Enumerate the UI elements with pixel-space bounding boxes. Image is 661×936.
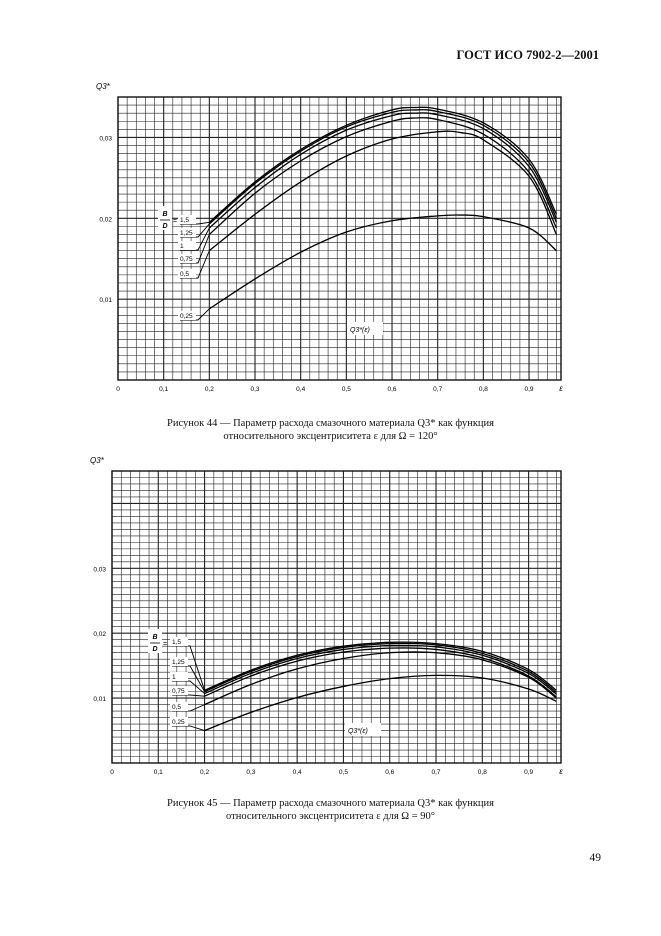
caption-44-line2: относительного эксцентриситета ε для Ω =…: [223, 431, 438, 442]
bd-equals: =: [163, 641, 167, 648]
series-labels: 1,5 1,25 1 0,75 0,5 0,25: [170, 637, 206, 731]
y-tick-label: 0,02: [99, 216, 112, 223]
y-tick-label: 0,02: [93, 631, 106, 638]
x-tick-label: 0,9: [525, 386, 534, 393]
x-tick-label: 0,1: [154, 769, 163, 776]
x-tick-label: 0: [116, 386, 120, 393]
series-label-bg: [170, 686, 188, 695]
chart-45: Q3* 0 0,1 0,2 0,3 0,4 0,5 0,6 0,7 0,8 0,9 ε 0,01 0,02…: [90, 456, 563, 776]
bd-denominator: D: [152, 646, 157, 653]
series-label: 1,25: [180, 230, 193, 237]
series-line-0: [204, 641, 557, 691]
x-tick-label: 0,5: [339, 769, 348, 776]
series-label-bg: [178, 311, 196, 320]
x-tick-label: 0,6: [387, 386, 396, 393]
x-axis-title: ε: [559, 384, 563, 393]
bd-equals: =: [173, 218, 177, 225]
x-tick-label: 0,5: [342, 386, 351, 393]
series-label-bg: [178, 254, 196, 263]
series-line-5: [204, 674, 557, 732]
series-line-1: [204, 642, 557, 693]
series-line-5: [208, 214, 557, 310]
bd-label-bg: [148, 629, 162, 653]
series-label-bg: [170, 702, 188, 711]
series-line-1: [208, 109, 558, 225]
document-header: ГОСТ ИСО 7902-2—2001: [456, 48, 599, 62]
series-label: 1,5: [180, 217, 189, 224]
y-tick-label: 0,01: [99, 297, 112, 304]
series-label: 0,5: [172, 704, 181, 711]
x-tick-label: 0,6: [385, 769, 394, 776]
function-label: Q3*(ε): [350, 327, 370, 334]
series-line-0: [208, 106, 558, 223]
series-line-3: [204, 647, 557, 698]
x-tick-label: 0,2: [200, 769, 209, 776]
x-tick-label: 0,1: [159, 386, 168, 393]
series-label: 0,75: [180, 256, 193, 263]
function-label-bg: [347, 322, 383, 335]
series-label-bg: [170, 637, 188, 646]
y-tick-label: 0,03: [99, 135, 112, 142]
series-line-3: [208, 117, 558, 235]
series-label: 0,25: [172, 719, 185, 726]
series-label: 1,5: [172, 639, 181, 646]
series-group: [204, 641, 557, 732]
caption-45-line1: Рисунок 45 — Параметр расхода смазочного…: [167, 798, 494, 809]
series-label-bg: [178, 215, 196, 224]
x-tick-label: 0,3: [246, 769, 255, 776]
caption-45-line2: относительного эксцентриситета ε для Ω =…: [226, 811, 435, 822]
bd-numerator: B: [162, 211, 167, 218]
series-label: 1,25: [172, 659, 185, 666]
y-tick-label: 0,01: [93, 696, 106, 703]
bd-denominator: D: [162, 223, 167, 230]
x-tick-label: 0,9: [524, 769, 533, 776]
y-axis-title: Q3*: [90, 456, 105, 465]
x-tick-label: 0,4: [293, 769, 302, 776]
series-label-bg: [178, 269, 196, 278]
x-tick-label: 0: [110, 769, 114, 776]
series-label-bg: [178, 241, 196, 250]
series-label-bg: [170, 717, 188, 726]
series-line-2: [204, 644, 557, 695]
series-label: 0,5: [180, 271, 189, 278]
bd-numerator: B: [152, 634, 157, 641]
series-label-bg: [170, 672, 188, 681]
series-label: 0,25: [180, 313, 193, 320]
plot-frame: [111, 470, 562, 764]
series-line-4: [208, 130, 558, 252]
y-tick-label: 0,03: [93, 566, 106, 573]
series-label-bg: [170, 657, 188, 666]
bd-label-bg: [158, 206, 172, 230]
x-tick-label: 0,4: [296, 386, 305, 393]
chart-44: Q3* 0 0,1 0,2 0,3 0,4 0,5 0,6 0,7 0,8 0,9 ε 0,01 0,02…: [96, 82, 563, 393]
series-line-4: [204, 651, 557, 706]
series-line-2: [208, 112, 558, 229]
series-label: 0,75: [172, 688, 185, 695]
plot-frame: [117, 96, 562, 381]
page-number: 49: [589, 852, 602, 864]
x-tick-label: 0,8: [478, 769, 487, 776]
x-tick-label: 0,8: [479, 386, 488, 393]
series-label: 1: [172, 674, 176, 681]
y-axis-title: Q3*: [96, 82, 111, 91]
function-label-bg: [345, 723, 381, 736]
x-tick-label: 0,2: [205, 386, 214, 393]
x-axis-title: ε: [559, 767, 563, 776]
series-group: [208, 106, 558, 310]
series-label: 1: [180, 243, 184, 250]
series-labels: 1,5 1,25 1 0,75 0,5 0,25: [178, 215, 210, 321]
series-label-bg: [178, 228, 196, 237]
caption-44: Рисунок 44 — Параметр расхода смазочного…: [0, 417, 661, 443]
x-tick-label: 0,7: [433, 386, 442, 393]
x-tick-label: 0,7: [431, 769, 440, 776]
function-label: Q3*(ε): [348, 728, 368, 735]
x-tick-label: 0,3: [250, 386, 259, 393]
caption-45: Рисунок 45 — Параметр расхода смазочного…: [0, 797, 661, 823]
caption-44-line1: Рисунок 44 — Параметр расхода смазочного…: [167, 418, 494, 429]
